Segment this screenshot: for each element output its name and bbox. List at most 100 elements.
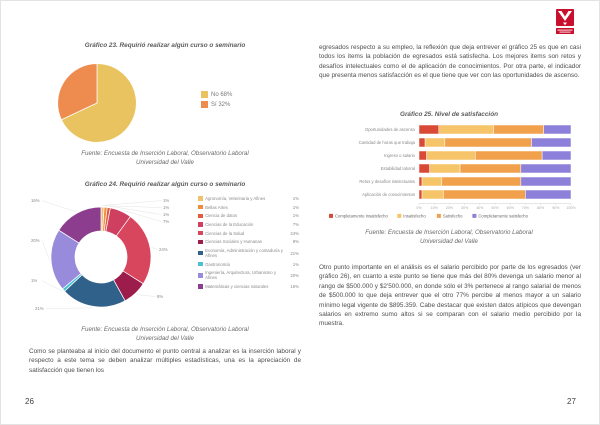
donut-slice-pct-label: 1% (163, 212, 169, 217)
legend-label: Bellas Artes (205, 204, 228, 210)
bar-segment-3-row-1 (531, 137, 572, 148)
bar-segment-2-row-0 (493, 124, 544, 135)
right-page-paragraph-bottom: Otro punto importante en el análisis es … (319, 264, 581, 328)
donut-label-leader-line (41, 240, 50, 261)
donut-legend-item: Ciencias de la Educación 7% (198, 222, 299, 227)
donut-label-leader-line (136, 294, 156, 297)
donut-legend-item: Agronomía, Veterinaria y Afines 1% (198, 196, 299, 201)
donut-slice-pct-label: 8% (157, 294, 163, 299)
bar-segment-1-row-3 (429, 163, 461, 174)
bar-category-label: Aplicación de conocimientos (362, 192, 415, 197)
x-axis-tick-label: 0% (416, 206, 422, 210)
x-axis-tick-label: 60% (507, 206, 515, 210)
legend-label: Gastronomía (205, 261, 230, 267)
legend-swatch (198, 196, 203, 201)
x-axis-tick-label: 100% (566, 206, 576, 210)
bar-segment-3-row-0 (543, 124, 572, 135)
bar-category-label: Ingreso o salario (384, 153, 416, 158)
fuente-line2: Universidad del Valle (136, 158, 194, 166)
stacked-bar-chart-satisfaccion: Oportunidades de ascenso Cantidad de hora… (329, 124, 576, 219)
legend-label: Ciencias de la Educación (205, 221, 254, 227)
donut-label-leader-line (45, 307, 93, 309)
donut-slice-pct-label: 1% (31, 278, 37, 283)
legend-pct: 1% (292, 213, 299, 219)
legend-swatch (198, 204, 203, 210)
donut-legend-item: Matemáticas y ciencias naturales 16% (198, 284, 299, 289)
x-axis-tick-label: 20% (446, 206, 454, 210)
x-axis-tick-label: 80% (537, 206, 545, 210)
legend-pct: 1% (292, 204, 299, 210)
bar-segment-0-row-2 (418, 150, 427, 161)
bar-segment-2-row-1 (444, 137, 532, 148)
logo-triangle (563, 22, 567, 26)
legend-swatch (198, 250, 203, 256)
chart24-title: Gráfico 24. Requirió realizar algún curs… (84, 181, 246, 188)
bar-segment-1-row-1 (424, 137, 446, 148)
donut-slice-pct-label: 16% (31, 198, 40, 203)
legend-swatch (198, 222, 203, 227)
donut-slice-pct-label: 21% (35, 306, 44, 311)
donut-label-leader-line (41, 280, 63, 292)
pie-chart-curso-seminario (57, 63, 137, 143)
bar-legend-swatch (329, 213, 333, 218)
x-axis-tick-label: 40% (476, 206, 484, 210)
legend-swatch (198, 213, 203, 219)
bar-segment-1-row-2 (426, 150, 476, 161)
fuente-line1: Fuente: Encuesta de Inserción Laboral, O… (81, 326, 249, 333)
legend-pct: 1% (292, 196, 299, 202)
donut-label-leader-line (151, 247, 158, 250)
donut-label-leader-line (102, 200, 162, 206)
donut-slice-pct-label: 24% (159, 247, 168, 252)
bar-category-label: Oportunidades de ascenso (365, 127, 416, 132)
fuente-line2: Universidad del Valle (136, 334, 194, 342)
bar-segment-0-row-1 (418, 137, 426, 148)
legend-swatch (198, 230, 203, 236)
pie-legend-item-Sí: Sí 32% (201, 101, 232, 108)
bar-segment-2-row-3 (459, 163, 522, 174)
fuente-caption-2: Fuente: Encuesta de Inserción Laboral, O… (29, 326, 301, 344)
donut-chart-legend: Agronomía, Veterinaria y Afines 1% Bellas … (198, 196, 299, 293)
legend-swatch (198, 261, 203, 267)
legend-pct: 21% (290, 250, 299, 256)
bar-segment-1-row-5 (421, 189, 444, 200)
x-axis-tick-label: 90% (552, 206, 560, 210)
donut-legend-item: Ciencias de la Salud 24% (198, 231, 299, 236)
logo-v-glyph (558, 11, 572, 21)
fuente-caption-3: Fuente: Encuesta de Inserción Laboral, O… (319, 229, 579, 247)
bar-legend-swatch (397, 213, 402, 218)
bar-segment-0-row-0 (418, 124, 440, 135)
pie-chart-legend: No 68% Sí 32% (201, 91, 232, 108)
legend-pct: 16% (290, 284, 299, 290)
universidad-del-valle-logo (556, 9, 574, 34)
donut-legend-item: Gastronomía 1% (198, 262, 299, 267)
donut-legend-item: Ciencias Sociales y Humanas 8% (198, 239, 299, 244)
legend-swatch (201, 101, 208, 108)
logo-banner (556, 28, 574, 34)
bar-segment-0-row-3 (418, 163, 430, 174)
legend-label: Ciencias Sociales y Humanas (205, 239, 262, 245)
pie-legend-item-No: No 68% (201, 91, 232, 98)
donut-legend-item: Economía, Administración y contaduría y … (198, 248, 299, 258)
x-axis-tick-label: 70% (522, 206, 530, 210)
donut-slice-pct-label: 1% (163, 205, 169, 210)
bar-segment-3-row-4 (520, 176, 572, 187)
page-number-27: 27 (567, 397, 576, 406)
fuente-line2: Universidad del Valle (420, 237, 478, 245)
legend-pct: 1% (292, 261, 299, 267)
bar-legend-swatch (436, 213, 441, 218)
bar-legend-label: Completamente satisfecho (478, 214, 528, 219)
pie23-slice-1 (57, 63, 98, 121)
legend-label: Ciencia de datos (205, 213, 238, 219)
bar-segment-0-row-5 (418, 189, 423, 200)
fuente-caption-1: Fuente: Encuesta de Inserción Laboral, O… (29, 150, 301, 168)
bar-segment-2-row-5 (443, 189, 526, 200)
donut-label-leader-line (121, 209, 162, 222)
donut24-slice-9 (58, 206, 102, 244)
bar-segment-3-row-3 (520, 163, 572, 174)
bar-segment-3-row-2 (541, 150, 572, 161)
donut-slice-pct-label: 1% (163, 198, 169, 203)
legend-label: Ciencias de la Salud (205, 230, 245, 236)
donut-chart-areas: 1% 1% 1% 7% 24% 8% 21% 1% 20% 16% (31, 198, 169, 311)
bar-category-label: Estabilidad laboral (381, 166, 415, 171)
bar-category-label: Cantidad de horas que trabaja (359, 140, 416, 145)
